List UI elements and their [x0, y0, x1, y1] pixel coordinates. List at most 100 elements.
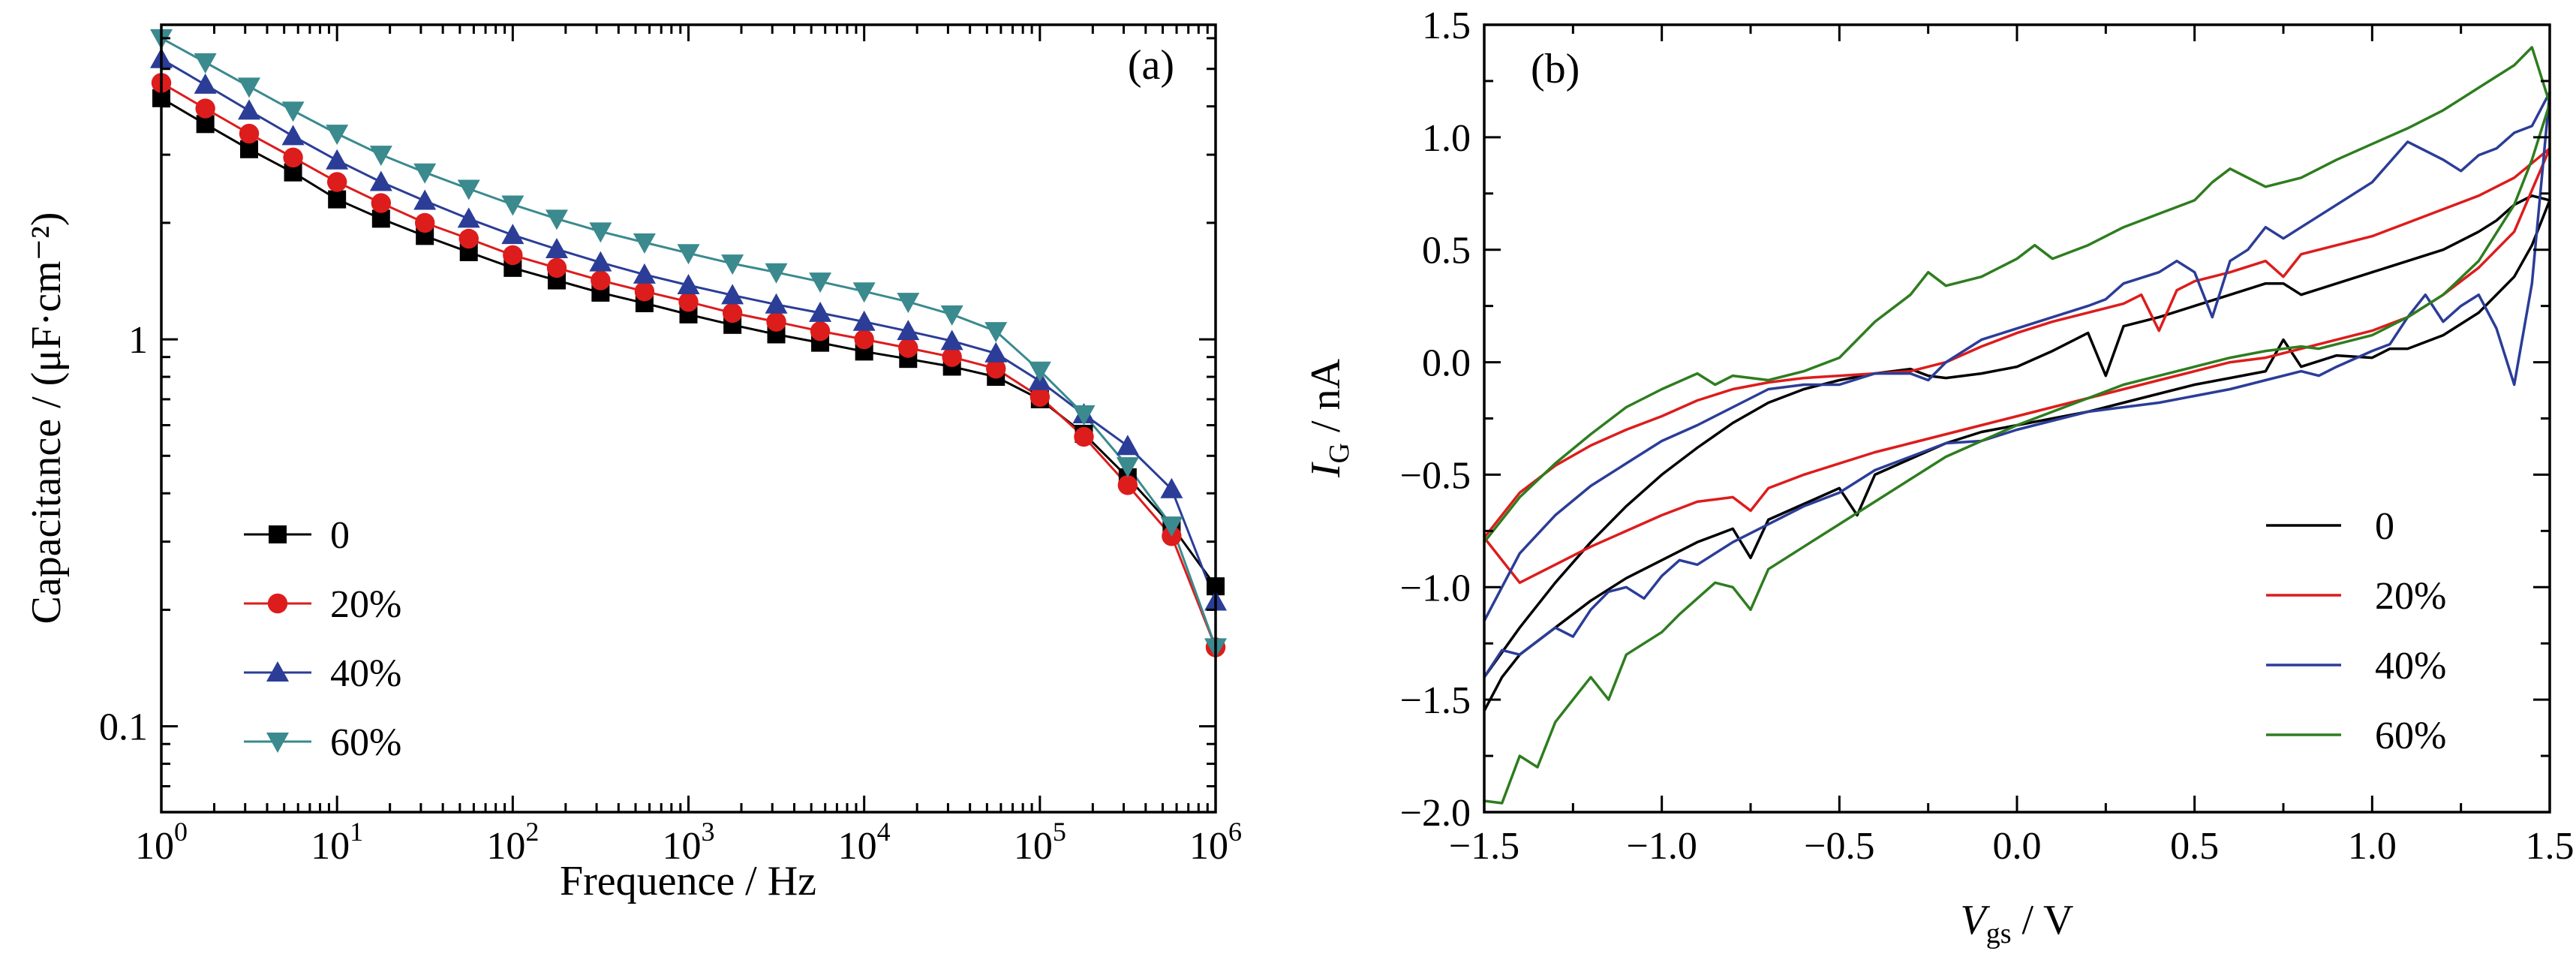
- data-point: [852, 310, 876, 331]
- data-point: [1029, 387, 1051, 407]
- y-axis-title-b-unit: / nA: [1303, 358, 1349, 443]
- data-point: [940, 330, 963, 351]
- legend-marker: [269, 525, 287, 543]
- y-tick-label-b: 1.0: [1422, 117, 1471, 160]
- x-tick-label-a: 100: [135, 817, 188, 868]
- x-axis-title-b-unit: / V: [2012, 897, 2074, 943]
- data-point: [281, 101, 305, 122]
- legend-marker: [267, 593, 288, 614]
- data-point: [413, 189, 437, 210]
- data-point: [501, 224, 525, 245]
- data-point: [281, 125, 305, 146]
- data-point: [677, 244, 700, 265]
- legend-marker: [266, 733, 289, 753]
- data-point: [897, 320, 920, 341]
- panel-label-b: (b): [1531, 46, 1580, 92]
- plot-frame-b: [1483, 23, 2551, 814]
- data-point: [722, 302, 743, 324]
- x-tick-label-b: 0.0: [1993, 825, 2042, 868]
- data-point: [589, 222, 612, 243]
- x-tick-label-a: 106: [1189, 817, 1242, 868]
- x-axis-title-b: Vgs / V: [1960, 897, 2073, 949]
- legend-entry-a: 0: [244, 514, 350, 557]
- data-point: [369, 170, 392, 191]
- x-tick-label-b: −1.0: [1627, 825, 1697, 868]
- data-point: [1072, 405, 1096, 426]
- data-point: [413, 163, 437, 184]
- x-tick-label-a: 104: [838, 817, 891, 868]
- data-point: [283, 147, 303, 168]
- x-tick-label-a: 105: [1014, 817, 1066, 868]
- series-line-3: [161, 37, 1217, 648]
- y-tick-label-b: −0.5: [1400, 454, 1471, 497]
- iv-series-line-3: [1483, 46, 2551, 805]
- data-point: [854, 329, 874, 350]
- x-tick-label-b: 0.5: [2170, 825, 2219, 868]
- data-point: [457, 179, 480, 200]
- data-point: [591, 270, 611, 290]
- data-point: [810, 320, 831, 342]
- data-point: [984, 322, 1008, 343]
- data-point: [414, 212, 435, 233]
- legend-label: 40%: [330, 652, 401, 695]
- y-axis-title-a: Capacitance / (μF·cm⁻²): [23, 212, 70, 624]
- data-point: [984, 342, 1008, 363]
- iv-series-line-2: [1483, 91, 2551, 679]
- panel-label-a: (a): [1128, 42, 1174, 89]
- legend-marker: [266, 661, 289, 682]
- data-point: [986, 358, 1006, 379]
- data-point: [634, 281, 655, 302]
- legend-a: 0 20% 40% 60%: [244, 514, 401, 764]
- x-tick-label-b: −0.5: [1804, 825, 1874, 868]
- data-point: [1074, 426, 1094, 447]
- data-point: [195, 98, 215, 119]
- iv-series-line-1: [1483, 147, 2551, 585]
- data-point: [766, 311, 786, 332]
- capacitance-chart: 100 101 102 103 104 105 106 0.1 1 (a) Frequence …: [23, 23, 1242, 904]
- data-point: [940, 305, 963, 326]
- data-point: [239, 123, 260, 144]
- legend-entry-b: 0: [2266, 505, 2394, 548]
- data-point: [1117, 475, 1138, 495]
- x-axis-title-b-main: V: [1960, 897, 1990, 943]
- data-point: [765, 293, 788, 314]
- data-point: [194, 53, 217, 74]
- data-point: [898, 338, 918, 358]
- data-point: [238, 99, 261, 120]
- x-tick-label-b: 1.5: [2526, 825, 2574, 868]
- x-tick-label-a: 103: [663, 817, 715, 868]
- y-axis-title-b-main: I: [1303, 462, 1349, 478]
- x-tick-label-b: −1.5: [1449, 825, 1519, 868]
- y-axis-title-b: IG / nA: [1303, 358, 1355, 478]
- data-point: [501, 195, 525, 216]
- legend-entry-b: 20%: [2266, 575, 2446, 618]
- legend-entry-a: 20%: [244, 583, 401, 626]
- capacitance-series-markers: [150, 29, 1227, 659]
- legend-label: 40%: [2375, 645, 2446, 688]
- legend-entry-a: 40%: [244, 652, 401, 695]
- data-point: [677, 273, 700, 294]
- data-point: [369, 146, 392, 167]
- data-point: [721, 284, 744, 305]
- axis-ticks-b: −1.5 −1.0 −0.5 0.0 0.5 1.0 1.5−2.0−1.5−1.0−0.5…: [1400, 5, 2574, 868]
- data-point: [942, 347, 962, 367]
- x-tick-label-a: 101: [311, 817, 363, 868]
- data-point: [809, 272, 832, 293]
- data-point: [238, 77, 261, 98]
- data-point: [458, 228, 479, 249]
- data-point: [633, 263, 656, 284]
- data-point: [194, 73, 217, 94]
- data-point: [457, 207, 480, 228]
- data-point: [1160, 477, 1183, 498]
- data-point: [1028, 361, 1051, 382]
- axis-ticks-a: 100 101 102 103 104 105 106 0.1 1: [99, 25, 1242, 868]
- data-point: [328, 190, 347, 209]
- capacitance-series-lines: [161, 37, 1217, 648]
- data-point: [633, 233, 656, 254]
- legend-label: 20%: [330, 583, 401, 626]
- legend-entry-b: 60%: [2266, 715, 2446, 757]
- x-tick-label-a: 102: [486, 817, 539, 868]
- legend-label: 0: [330, 514, 350, 557]
- data-point: [1116, 435, 1139, 456]
